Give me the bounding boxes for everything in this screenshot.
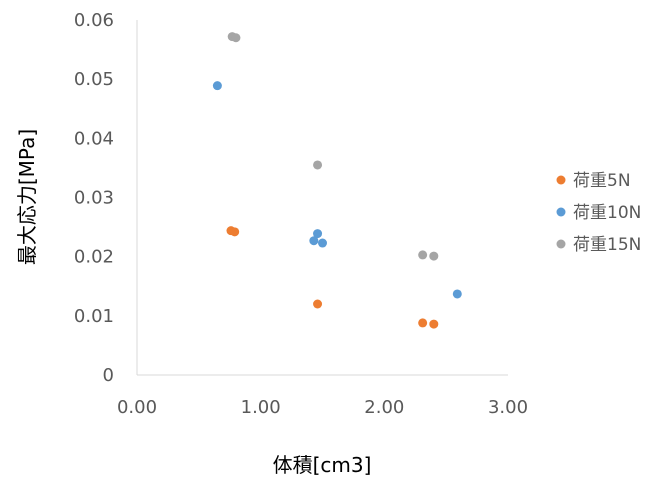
data-point [452, 289, 462, 299]
legend: 荷重5N 荷重10N 荷重15N [556, 171, 641, 255]
legend-marker [556, 239, 566, 249]
data-point [313, 299, 323, 309]
data-point [212, 81, 222, 91]
x-tick-label: 0.00 [117, 397, 157, 418]
x-tick-label: 3.00 [488, 397, 528, 418]
data-point [318, 238, 327, 248]
legend-marker [556, 175, 566, 185]
data-point [231, 33, 241, 43]
series-0-points [226, 226, 439, 329]
y-tick-label: 0.03 [74, 188, 114, 209]
legend-label: 荷重5N [573, 171, 631, 191]
x-tick-label: 2.00 [364, 397, 404, 418]
y-tick-label: 0.02 [74, 247, 114, 268]
data-point [429, 319, 439, 329]
plot-area [136, 20, 508, 376]
legend-item: 荷重15N [556, 235, 641, 255]
legend-item: 荷重10N [556, 203, 641, 223]
data-point [313, 160, 323, 170]
x-tick-labels: 0.00 1.00 2.00 3.00 [117, 397, 528, 418]
data-point [418, 250, 428, 260]
data-point [429, 251, 439, 261]
data-point [230, 227, 240, 237]
series-2-points [227, 32, 439, 261]
legend-marker [556, 207, 566, 217]
y-tick-label: 0.05 [74, 69, 114, 90]
y-tick-labels: 0 0.01 0.02 0.03 0.04 0.05 0.06 [74, 10, 114, 386]
y-tick-label: 0.01 [74, 306, 114, 327]
x-tick-label: 1.00 [241, 397, 281, 418]
legend-label: 荷重15N [573, 235, 641, 255]
data-point [309, 236, 319, 246]
y-tick-label: 0.04 [74, 128, 114, 149]
y-tick-label: 0.06 [74, 10, 114, 31]
data-point [418, 318, 428, 328]
y-tick-label: 0 [103, 365, 114, 386]
legend-label: 荷重10N [573, 203, 641, 223]
series-1-points [212, 81, 462, 299]
data-point [313, 229, 323, 239]
y-axis-title: 最大応力[MPa] [15, 129, 39, 265]
data-points [212, 32, 462, 329]
x-axis-title: 体積[cm3] [273, 453, 372, 477]
legend-item: 荷重5N [556, 171, 631, 191]
